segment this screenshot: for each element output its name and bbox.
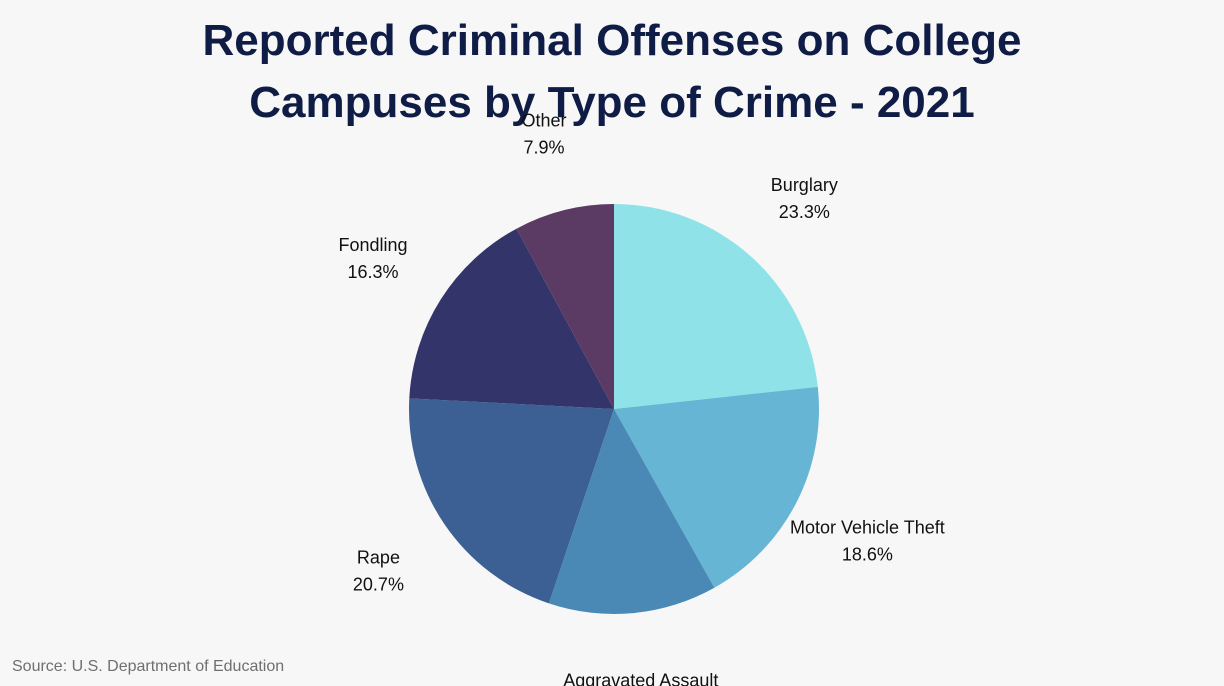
pie-slice-rape (409, 398, 614, 604)
chart-title-line-1: Reported Criminal Offenses on College (202, 16, 1022, 65)
slice-value-label: 23.3% (779, 202, 830, 222)
slice-category-label: Fondling (339, 235, 408, 255)
pie-slice-motor-vehicle-theft (614, 386, 820, 588)
slice-value-label: 18.6% (842, 544, 893, 564)
slice-category-label: Motor Vehicle Theft (790, 517, 945, 537)
slice-category-label: Aggravated Assault (563, 671, 718, 686)
pie-slices (409, 204, 820, 614)
source-note: Source: U.S. Department of Education (12, 658, 285, 675)
pie-label-aggravated-assault: Aggravated Assault13.3% (563, 671, 718, 686)
chart-title: Reported Criminal Offenses on College Ca… (0, 10, 1224, 134)
slice-value-label: 16.3% (348, 262, 399, 282)
slice-value-label: 7.9% (524, 138, 565, 158)
pie-slice-fondling (409, 228, 614, 409)
pie-label-fondling: Fondling 16.3% (339, 235, 408, 282)
pie-labels: Burglary 23.3% Motor Vehicle Theft 18.6% Agg… (339, 111, 945, 686)
pie-slice-other (516, 204, 614, 409)
chart-title-line-2: Campuses by Type of Crime - 2021 (249, 78, 975, 127)
slice-category-label: Other (522, 111, 567, 131)
pie-label-burglary: Burglary 23.3% (771, 175, 838, 222)
slice-category-label: Burglary (771, 175, 838, 195)
pie-label-other: Other 7.9% (522, 111, 567, 158)
slice-category-label: Rape (357, 547, 400, 567)
pie-slice-burglary (614, 204, 818, 409)
pie-label-rape: Rape 20.7% (353, 547, 404, 594)
pie-slice-aggravated-assault (548, 409, 715, 614)
slice-value-label: 20.7% (353, 574, 404, 594)
pie-label-motor-vehicle-theft: Motor Vehicle Theft 18.6% (790, 517, 945, 564)
